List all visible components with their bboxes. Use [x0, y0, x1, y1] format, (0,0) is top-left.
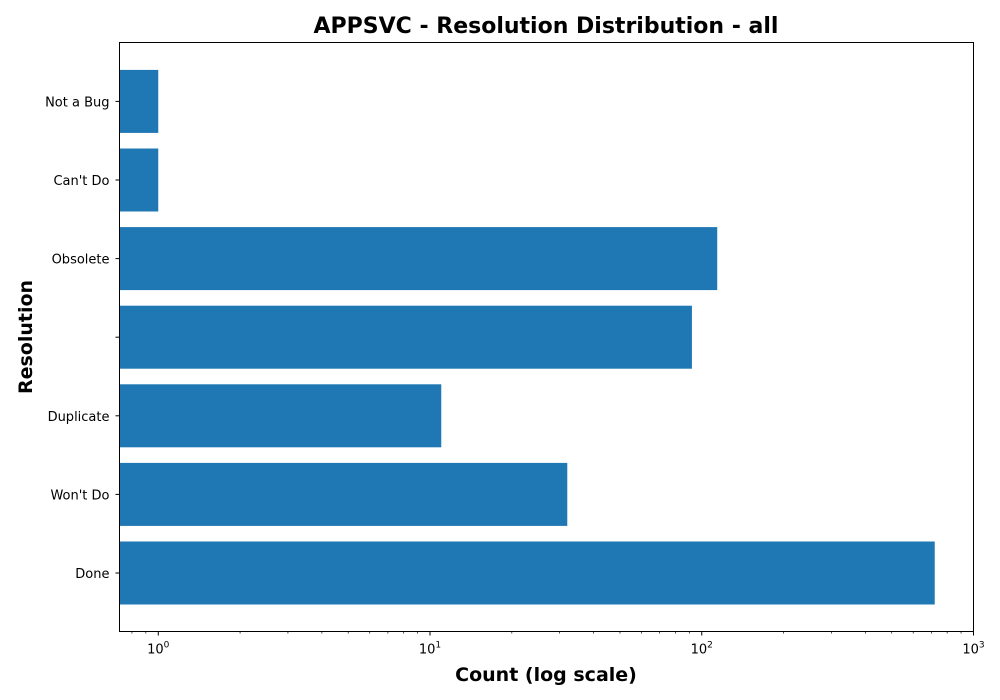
bar-unlabeled: [119, 305, 692, 369]
x-axis-label: Count (log scale): [455, 664, 637, 686]
x-tick-base: 10: [691, 643, 708, 658]
y-axis-label: Resolution: [15, 280, 37, 394]
y-ticks-group: Done Won't Do Duplicate Obsolete Can't Do Not…: [45, 95, 120, 582]
x-tick-exponent: 3: [979, 641, 985, 651]
chart-title: APPSVC - Resolution Distribution - all: [314, 14, 779, 39]
bar-can-t-do: [119, 148, 159, 212]
y-tick-label: Can't Do: [53, 174, 109, 189]
x-tick-label: 102: [691, 641, 713, 658]
bar-done: [119, 541, 935, 605]
y-tick-label: Obsolete: [52, 253, 110, 268]
y-tick-label: Not a Bug: [45, 95, 109, 110]
bar-duplicate: [119, 384, 442, 448]
bar-obsolete: [119, 227, 718, 291]
x-ticks-group: 100 101 102 103: [131, 631, 985, 658]
x-tick-label: 103: [962, 641, 984, 658]
y-tick-label: Duplicate: [48, 410, 110, 425]
x-tick-base: 10: [419, 643, 436, 658]
y-tick-label: Done: [75, 567, 109, 582]
bar-not-a-bug: [119, 69, 159, 133]
x-tick-exponent: 1: [435, 641, 441, 651]
x-tick-base: 10: [962, 643, 979, 658]
x-tick-exponent: 2: [707, 641, 713, 651]
x-tick-exponent: 0: [164, 641, 170, 651]
x-tick-label: 101: [419, 641, 441, 658]
y-tick-label: Won't Do: [50, 488, 109, 503]
bars-group: [119, 69, 935, 605]
x-tick-label: 100: [147, 641, 170, 658]
x-tick-base: 10: [147, 643, 164, 658]
plot-frame: [119, 42, 974, 632]
bar-won-t-do: [119, 462, 568, 526]
